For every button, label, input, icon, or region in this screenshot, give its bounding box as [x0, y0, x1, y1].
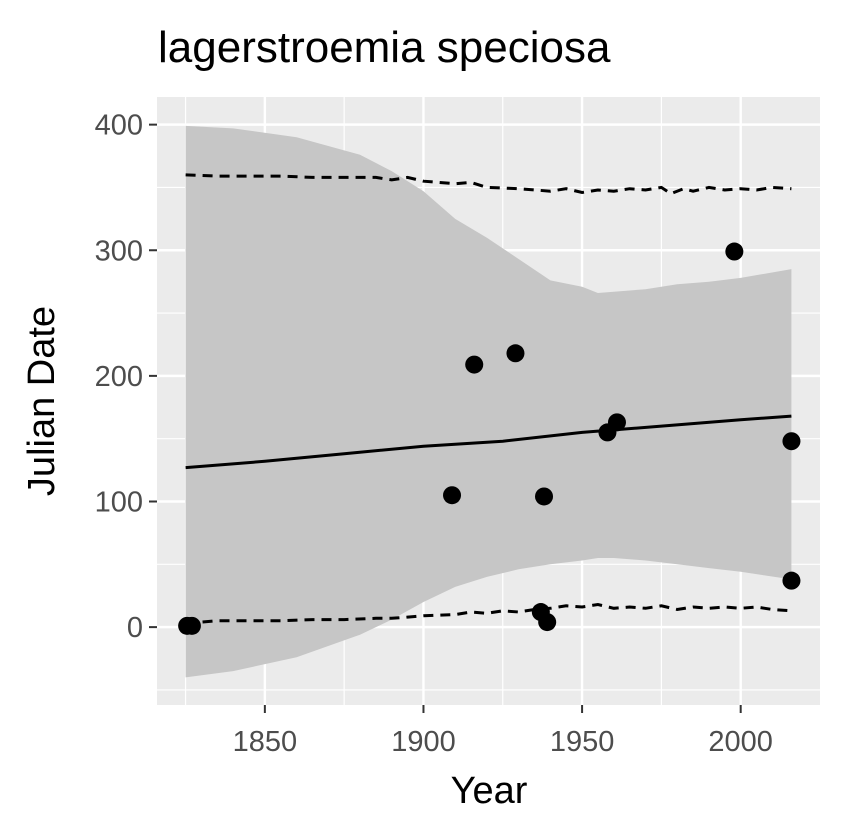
x-axis: 1850 1900 1950 2000 [233, 705, 773, 758]
trend-line [185, 414, 792, 470]
data-point [535, 487, 554, 506]
data-point [506, 344, 525, 363]
x-tick-label: 2000 [708, 726, 773, 758]
data-point [443, 486, 462, 505]
y-tick-label: 100 [95, 486, 143, 518]
upper-bound-dashed-line [185, 173, 792, 196]
data-point [182, 616, 201, 635]
data-point [782, 571, 801, 590]
data-point [607, 413, 626, 432]
data-point [538, 613, 557, 632]
confidence-ribbon [185, 125, 792, 678]
points-layer [178, 242, 801, 635]
y-axis-title: Julian Date [21, 306, 63, 496]
y-tick-label: 300 [95, 235, 143, 267]
trend-line-layer [185, 414, 792, 470]
x-tick-label: 1900 [391, 726, 456, 758]
x-axis-title: Year [451, 770, 528, 812]
y-tick-label: 200 [95, 361, 143, 393]
data-point [782, 432, 801, 451]
data-point [465, 355, 484, 374]
chart-title: lagerstroemia speciosa [158, 23, 611, 72]
y-axis: 0 100 200 300 400 [95, 110, 157, 644]
confidence-ribbon-layer [185, 125, 792, 678]
x-tick-label: 1950 [550, 726, 615, 758]
data-point [725, 242, 744, 261]
x-tick-label: 1850 [233, 726, 298, 758]
y-tick-label: 0 [127, 612, 143, 644]
y-tick-label: 400 [95, 110, 143, 142]
